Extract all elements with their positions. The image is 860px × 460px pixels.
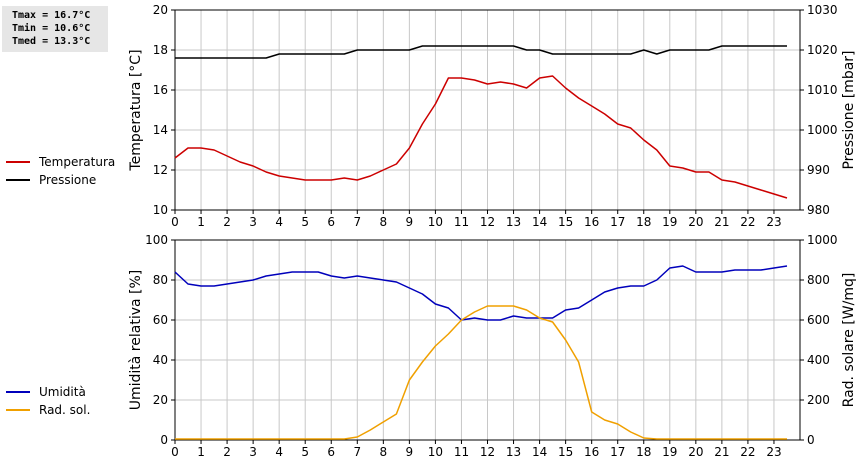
x-tick-label: 8 bbox=[380, 215, 388, 229]
y-tick-label: 10 bbox=[153, 203, 168, 217]
legend-label: Temperatura bbox=[38, 155, 115, 169]
x-tick-label: 8 bbox=[380, 445, 388, 459]
stat-tmax: Tmax = 16.7°C bbox=[12, 10, 91, 21]
x-tick-label: 11 bbox=[454, 215, 469, 229]
x-tick-label: 11 bbox=[454, 445, 469, 459]
x-tick-label: 9 bbox=[406, 445, 414, 459]
y-tick-label: 60 bbox=[153, 313, 168, 327]
x-tick-label: 7 bbox=[353, 445, 361, 459]
x-tick-label: 1 bbox=[197, 215, 205, 229]
y2-axis-label: Rad. solare [W/mq] bbox=[841, 273, 857, 408]
y-tick-label: 40 bbox=[153, 353, 168, 367]
x-tick-label: 6 bbox=[327, 445, 335, 459]
x-tick-label: 3 bbox=[249, 445, 257, 459]
y-tick-label: 18 bbox=[153, 43, 168, 57]
x-tick-label: 9 bbox=[406, 215, 414, 229]
x-tick-label: 20 bbox=[688, 215, 703, 229]
y2-tick-label: 0 bbox=[807, 433, 815, 447]
y-tick-label: 80 bbox=[153, 273, 168, 287]
series-line-temperatura bbox=[174, 75, 788, 199]
series-line-rad-sol bbox=[175, 305, 787, 440]
x-tick-label: 15 bbox=[558, 445, 573, 459]
series-line-umidita bbox=[174, 265, 788, 321]
x-tick-label: 5 bbox=[301, 215, 309, 229]
x-tick-label: 21 bbox=[714, 445, 729, 459]
x-tick-label: 12 bbox=[480, 215, 495, 229]
x-tick-label: 0 bbox=[171, 445, 179, 459]
x-tick-label: 17 bbox=[610, 445, 625, 459]
y-tick-label: 0 bbox=[160, 433, 168, 447]
x-tick-label: 13 bbox=[506, 215, 521, 229]
y2-tick-label: 990 bbox=[807, 163, 830, 177]
stat-tmin: Tmin = 10.6°C bbox=[12, 23, 91, 34]
x-tick-label: 1 bbox=[197, 445, 205, 459]
stat-tmed: Tmed = 13.3°C bbox=[12, 36, 91, 47]
x-tick-label: 19 bbox=[662, 445, 677, 459]
y2-tick-label: 980 bbox=[807, 203, 830, 217]
x-tick-label: 4 bbox=[275, 445, 283, 459]
y-tick-label: 14 bbox=[153, 123, 168, 137]
x-tick-label: 16 bbox=[584, 215, 599, 229]
legend-label: Pressione bbox=[39, 173, 96, 187]
x-tick-label: 2 bbox=[223, 215, 231, 229]
x-tick-label: 10 bbox=[428, 215, 443, 229]
y-tick-label: 20 bbox=[153, 3, 168, 17]
x-tick-label: 21 bbox=[714, 215, 729, 229]
x-tick-label: 18 bbox=[636, 445, 651, 459]
x-tick-label: 18 bbox=[636, 215, 651, 229]
y-tick-label: 100 bbox=[145, 233, 168, 247]
x-tick-label: 6 bbox=[327, 215, 335, 229]
y2-tick-label: 400 bbox=[807, 353, 830, 367]
x-tick-label: 12 bbox=[480, 445, 495, 459]
y-tick-label: 20 bbox=[153, 393, 168, 407]
x-tick-label: 10 bbox=[428, 445, 443, 459]
x-tick-label: 7 bbox=[353, 215, 361, 229]
x-tick-label: 5 bbox=[301, 445, 309, 459]
y2-tick-label: 600 bbox=[807, 313, 830, 327]
x-tick-label: 23 bbox=[766, 215, 781, 229]
x-tick-label: 20 bbox=[688, 445, 703, 459]
x-tick-label: 14 bbox=[532, 215, 547, 229]
y2-axis-label: Pressione [mbar] bbox=[841, 50, 857, 169]
series-line-pressione bbox=[175, 45, 787, 59]
stats-box: Tmax = 16.7°C Tmin = 10.6°C Tmed = 13.3°… bbox=[2, 6, 108, 52]
x-tick-label: 15 bbox=[558, 215, 573, 229]
x-tick-label: 3 bbox=[249, 215, 257, 229]
y-axis-label: Temperatura [°C] bbox=[128, 49, 144, 171]
y2-tick-label: 1000 bbox=[807, 233, 838, 247]
x-tick-label: 22 bbox=[740, 445, 755, 459]
y2-tick-label: 1030 bbox=[807, 3, 838, 17]
y2-tick-label: 1020 bbox=[807, 43, 838, 57]
y-tick-label: 12 bbox=[153, 163, 168, 177]
y-tick-label: 16 bbox=[153, 83, 168, 97]
x-tick-label: 23 bbox=[766, 445, 781, 459]
x-tick-label: 0 bbox=[171, 215, 179, 229]
x-tick-label: 19 bbox=[662, 215, 677, 229]
x-tick-label: 16 bbox=[584, 445, 599, 459]
x-tick-label: 14 bbox=[532, 445, 547, 459]
y-axis-label: Umidità relativa [%] bbox=[128, 270, 144, 411]
x-tick-label: 2 bbox=[223, 445, 231, 459]
y2-tick-label: 1000 bbox=[807, 123, 838, 137]
legend-label: Rad. sol. bbox=[39, 403, 90, 417]
x-tick-label: 13 bbox=[506, 445, 521, 459]
y2-tick-label: 1010 bbox=[807, 83, 838, 97]
x-tick-label: 22 bbox=[740, 215, 755, 229]
x-tick-label: 17 bbox=[610, 215, 625, 229]
x-tick-label: 4 bbox=[275, 215, 283, 229]
y2-tick-label: 200 bbox=[807, 393, 830, 407]
legend-label: Umidità bbox=[39, 385, 86, 399]
y2-tick-label: 800 bbox=[807, 273, 830, 287]
